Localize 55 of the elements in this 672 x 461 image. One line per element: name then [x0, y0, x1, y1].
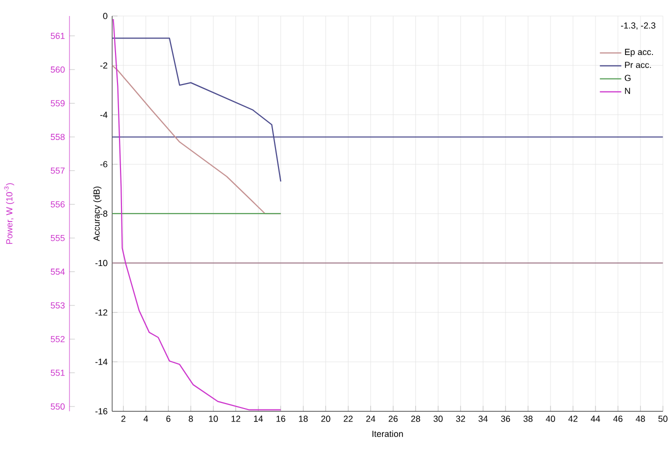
- x-axis-title: Iteration: [372, 430, 403, 437]
- x-tick-label: 28: [411, 416, 420, 422]
- y-tick-label: -4: [100, 112, 108, 118]
- y2-tick-label: 552: [50, 336, 65, 342]
- legend-label: N: [625, 88, 630, 94]
- x-tick-label: 30: [434, 416, 443, 422]
- y2-axis-title: Power, W (10$^{-3}$): [4, 183, 14, 244]
- x-tick-label: 44: [590, 416, 600, 422]
- x-tick-label: 46: [613, 416, 622, 422]
- x-tick-label: 20: [321, 416, 330, 422]
- y-axis-title: Accuracy (dB): [93, 186, 102, 242]
- y2-tick-label: 560: [50, 66, 65, 73]
- y2-tick-label: 555: [50, 234, 65, 242]
- x-tick-label: 18: [299, 416, 308, 422]
- y2-tick-label: 561: [50, 32, 65, 39]
- y-tick-label: -12: [95, 309, 108, 316]
- y-tick-label: -8: [100, 210, 108, 217]
- y2-tick-label: 553: [50, 302, 65, 308]
- y-tick-label: -2: [100, 62, 108, 68]
- y2-tick-label: 554: [50, 268, 65, 275]
- legend-label: G: [624, 74, 631, 81]
- y-tick-label: -16: [95, 408, 108, 414]
- annotation: -1.3, -2.3: [620, 22, 656, 30]
- y2-tick-label: 558: [50, 134, 65, 140]
- y-tick-label: -10: [95, 260, 108, 266]
- x-tick-label: 22: [344, 416, 353, 422]
- y2-tick-label: 556: [50, 201, 65, 208]
- y2-tick-label: 557: [50, 168, 65, 174]
- x-tick-label: 42: [568, 416, 578, 422]
- x-tick-label: 48: [636, 416, 645, 422]
- x-tick-label: 38: [523, 416, 533, 422]
- legend-label: Pr acc.: [625, 62, 651, 68]
- y2-tick-label: 550: [50, 403, 65, 410]
- x-tick-label: 36: [501, 416, 510, 422]
- legend-label: Ep acc.: [625, 48, 653, 57]
- y-tick-label: 0: [103, 12, 108, 20]
- x-tick-label: 24: [366, 416, 376, 422]
- y2-tick-label: 551: [50, 370, 65, 376]
- x-tick-label: 34: [478, 416, 488, 422]
- y2-tick-label: 559: [50, 100, 65, 106]
- line-series: [112, 18, 282, 410]
- y-tick-label: -6: [100, 161, 108, 168]
- x-tick-label: 10: [209, 416, 218, 422]
- x-tick-label: 4: [144, 416, 148, 422]
- y-tick-label: -14: [95, 358, 108, 365]
- x-tick-label: 8: [188, 416, 193, 422]
- x-tick-label: 50: [658, 416, 668, 422]
- x-tick-label: 12: [232, 416, 240, 422]
- x-tick-label: 2: [121, 416, 126, 422]
- x-tick-label: 32: [456, 416, 466, 422]
- x-tick-label: 26: [388, 416, 398, 422]
- x-tick-label: 6: [166, 416, 170, 422]
- x-tick-label: 16: [276, 416, 286, 422]
- x-tick-label: 40: [546, 416, 556, 422]
- x-tick-label: 14: [254, 416, 263, 422]
